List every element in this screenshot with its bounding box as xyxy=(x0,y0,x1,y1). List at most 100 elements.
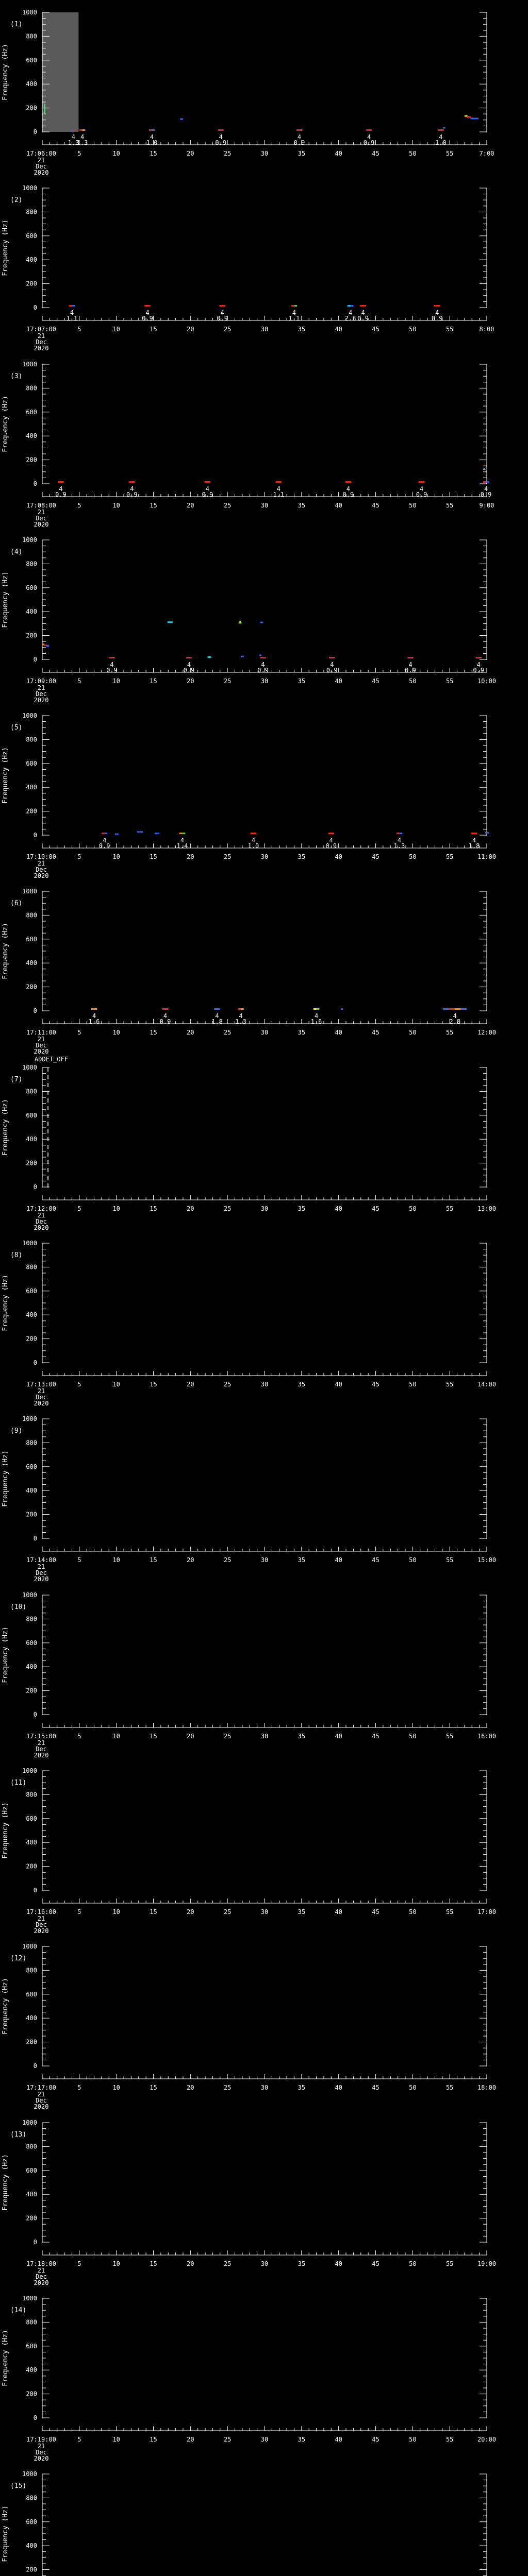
x-tick-label: 5 xyxy=(77,1908,81,1916)
event-blip xyxy=(72,305,75,307)
y-tick-label: 600 xyxy=(26,760,37,767)
x-tick-label: 35 xyxy=(298,2260,305,2267)
x-tick-label: 25 xyxy=(224,1381,231,1388)
date-label: 2020 xyxy=(34,1400,49,1407)
x-tick-label: 15 xyxy=(150,1556,157,1564)
x-tick-label: 5 xyxy=(77,2260,81,2267)
date-label: 21 xyxy=(38,860,45,867)
y-tick-label: 800 xyxy=(26,2494,37,2501)
event-blip xyxy=(182,833,186,834)
spectral-blip xyxy=(470,117,479,120)
event-blip xyxy=(69,305,72,307)
x-tick-label: 25 xyxy=(224,2084,231,2091)
x-tick-label: 25 xyxy=(224,1205,231,1212)
x-tick-label: 45 xyxy=(372,1556,379,1564)
start-time-label: 17:17:00 xyxy=(26,2084,56,2091)
start-time-label: 17:10:00 xyxy=(26,853,56,860)
x-tick-label: 40 xyxy=(335,150,342,157)
x-tick-label: 50 xyxy=(409,150,416,157)
x-tick-label: 10 xyxy=(112,2084,120,2091)
x-tick-label: 35 xyxy=(298,1556,305,1564)
event-blip xyxy=(250,833,257,834)
x-tick-label: 20 xyxy=(187,853,194,860)
spectral-blip xyxy=(259,654,262,656)
event-blip xyxy=(350,305,354,307)
date-label: 2020 xyxy=(34,1575,49,1583)
x-tick-label: 15 xyxy=(150,677,157,685)
spectrogram-panel-14: (14) Frequency (Hz) 0 200 400 600 800 1000 17:19… xyxy=(2,2295,496,2462)
date-label: Dec xyxy=(36,2097,47,2104)
event-count-label: 4 xyxy=(215,1012,219,1020)
x-tick-label: 35 xyxy=(298,1381,305,1388)
date-label: 21 xyxy=(38,1563,45,1570)
date-label: 21 xyxy=(38,1387,45,1395)
start-time-label: 17:06:00 xyxy=(26,150,56,157)
y-tick-label: 600 xyxy=(26,2343,37,2350)
x-tick-label: 30 xyxy=(261,2260,268,2267)
x-tick-label: 55 xyxy=(446,1908,453,1916)
x-tick-label: 45 xyxy=(372,853,379,860)
x-tick-label: 40 xyxy=(335,502,342,509)
event-count-label: 4 xyxy=(70,309,74,316)
panel-number-label: (11) xyxy=(10,1779,26,1787)
event-value-label: 1.3 xyxy=(77,139,88,146)
spectral-blip xyxy=(180,118,183,120)
x-tick-label: 35 xyxy=(298,1733,305,1740)
event-blip xyxy=(214,1008,220,1010)
x-tick-label: 20 xyxy=(187,677,194,685)
x-tick-label: 30 xyxy=(261,2084,268,2091)
event-count-label: 4 xyxy=(261,661,265,668)
x-tick-label: 45 xyxy=(372,2084,379,2091)
x-tick-label: 55 xyxy=(446,1733,453,1740)
event-blip xyxy=(82,129,86,131)
x-tick-label: 45 xyxy=(372,150,379,157)
y-tick-label: 1000 xyxy=(22,1240,37,1247)
x-tick-label: 50 xyxy=(409,1381,416,1388)
event-count-label: 4 xyxy=(130,485,134,493)
x-tick-label: 10 xyxy=(112,1556,120,1564)
y-tick-label: 200 xyxy=(26,280,37,287)
y-tick-label: 0 xyxy=(34,656,37,663)
event-count-label: 4 xyxy=(408,661,412,668)
spectral-blip xyxy=(43,644,47,646)
y-tick-label: 600 xyxy=(26,1463,37,1470)
event-blip xyxy=(455,1008,461,1010)
date-label: 2020 xyxy=(34,345,49,352)
event-count-label: 4 xyxy=(239,1012,242,1020)
x-tick-label: 10 xyxy=(112,1205,120,1212)
date-label: 21 xyxy=(38,509,45,516)
x-tick-label: 45 xyxy=(372,1029,379,1036)
spectral-blip xyxy=(485,832,489,834)
spectrogram-panel-7: (7) Frequency (Hz) 0 200 400 600 800 1000 17:12:… xyxy=(2,1056,496,1231)
y-tick-label: 1000 xyxy=(22,1591,37,1599)
y-tick-label: 800 xyxy=(26,1791,37,1798)
event-value-label: 1.3 xyxy=(68,139,79,146)
spectral-blip xyxy=(155,833,159,835)
spectrogram-panel-3: (3) Frequency (Hz) 0 200 400 600 800 1000 17:08:… xyxy=(2,361,494,528)
x-tick-label: 5 xyxy=(77,2084,81,2091)
y-axis-title: Frequency (Hz) xyxy=(2,747,9,804)
x-tick-label: 15 xyxy=(150,150,157,157)
event-blip xyxy=(109,657,115,658)
y-tick-label: 800 xyxy=(26,208,37,215)
x-tick-label: 25 xyxy=(224,1556,231,1564)
x-tick-label: 50 xyxy=(409,677,416,685)
event-blip xyxy=(399,833,403,834)
x-tick-label: 50 xyxy=(409,1908,416,1916)
y-tick-label: 0 xyxy=(34,2062,37,2070)
x-tick-label: 30 xyxy=(261,853,268,860)
date-label: 21 xyxy=(38,2091,45,2098)
event-count-label: 4 xyxy=(145,309,149,316)
x-tick-label: 45 xyxy=(372,502,379,509)
event-blip xyxy=(129,481,135,483)
date-label: 2020 xyxy=(34,2455,49,2462)
y-tick-label: 800 xyxy=(26,1615,37,1622)
event-value-label: 0.9 xyxy=(215,139,226,146)
x-tick-label: 35 xyxy=(298,150,305,157)
spectral-blip xyxy=(239,621,241,623)
x-tick-label: 50 xyxy=(409,1029,416,1036)
x-tick-label: 45 xyxy=(372,1733,379,1740)
event-count-label: 4 xyxy=(150,133,154,141)
end-time-label: 12:00 xyxy=(477,1029,496,1036)
date-label: Dec xyxy=(36,1218,47,1225)
